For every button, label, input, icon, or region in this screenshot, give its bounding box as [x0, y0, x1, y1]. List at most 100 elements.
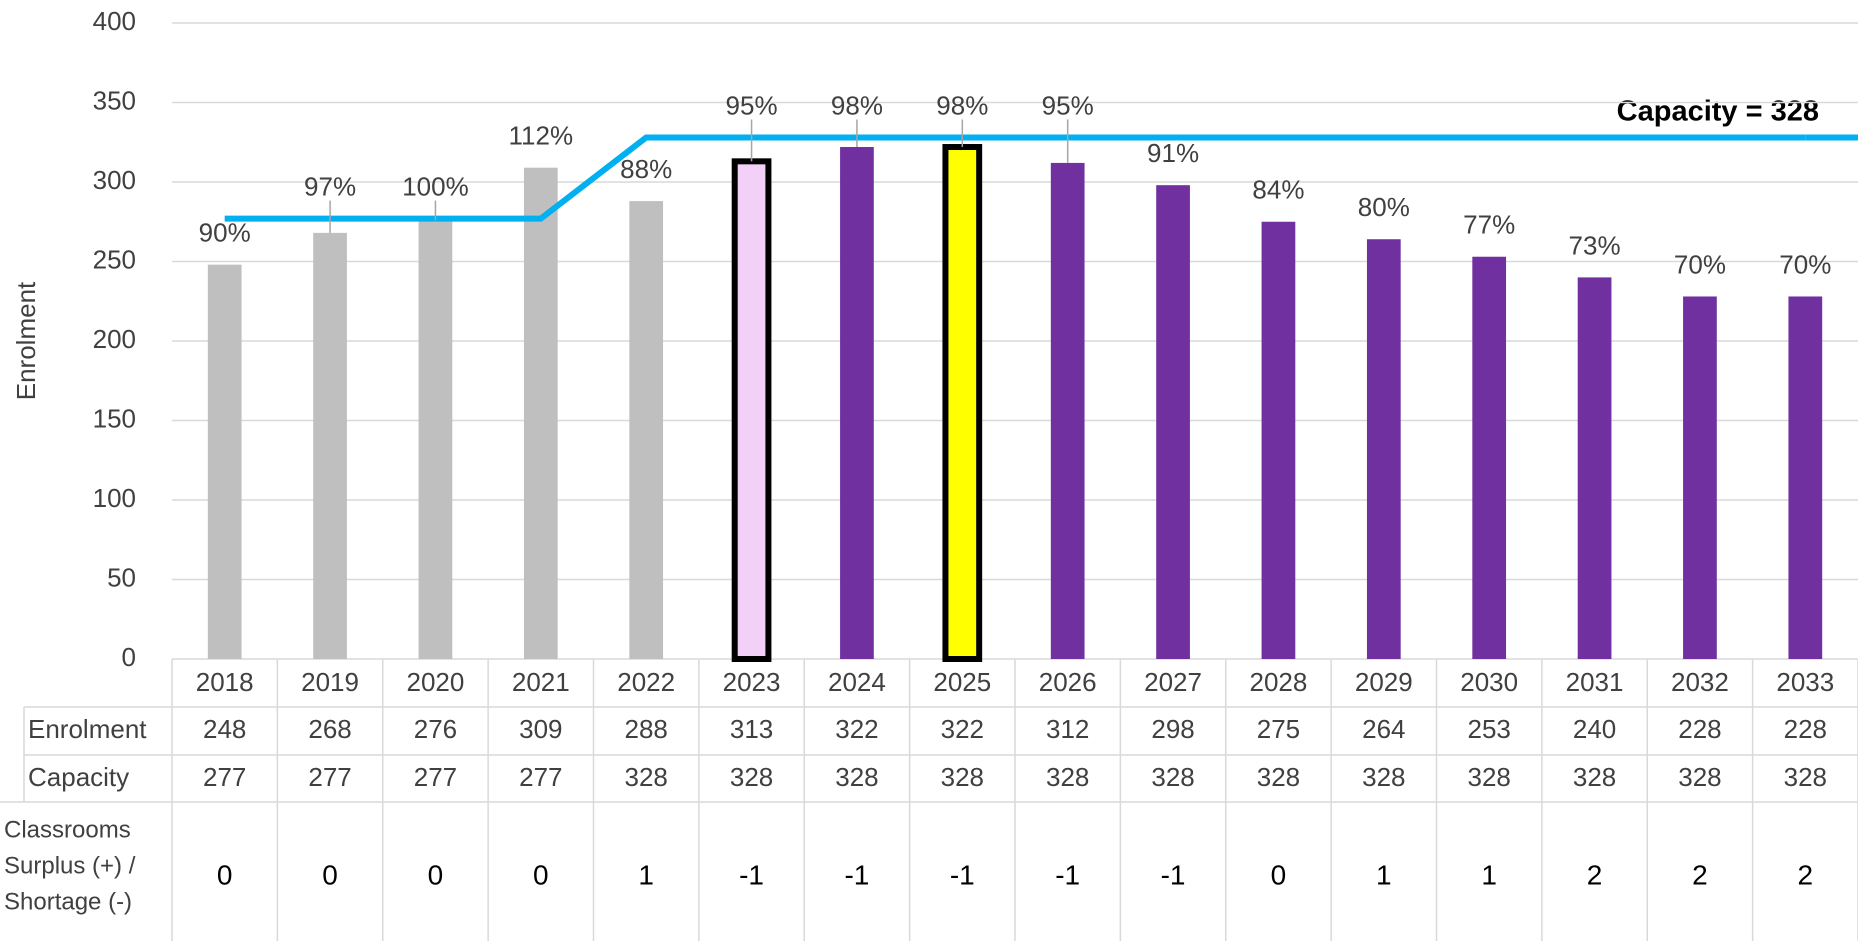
percent-label: 95%	[1042, 90, 1094, 120]
table-cell: 277	[203, 762, 246, 792]
bar	[1261, 221, 1296, 659]
bar	[1156, 185, 1190, 659]
y-tick-label: 300	[93, 165, 136, 195]
table-cell: 328	[1046, 762, 1089, 792]
table-cell: 328	[941, 762, 984, 792]
row-label: Enrolment	[28, 714, 147, 744]
percent-label: 70%	[1779, 249, 1831, 279]
table-cell: -1	[739, 859, 764, 890]
table-cell: 328	[1467, 762, 1510, 792]
x-tick-label: 2028	[1250, 667, 1308, 697]
x-tick-label: 2031	[1566, 667, 1624, 697]
capacity-annotation: Capacity = 328	[1617, 96, 1819, 128]
percent-label: 95%	[726, 90, 778, 120]
x-tick-label: 2032	[1671, 667, 1729, 697]
table-cell: -1	[1161, 859, 1186, 890]
row-label: Classrooms	[4, 816, 131, 843]
x-tick-label: 2021	[512, 667, 570, 697]
percent-label: 73%	[1569, 230, 1621, 260]
table-cell: 322	[941, 714, 984, 744]
y-tick-label: 200	[93, 324, 136, 354]
table-cell: 277	[519, 762, 562, 792]
table-cell: 312	[1046, 714, 1089, 744]
table-cell: -1	[950, 859, 975, 890]
table-cell: 2	[1798, 859, 1814, 890]
table-cell: 328	[730, 762, 773, 792]
percent-label: 97%	[304, 171, 356, 201]
percent-label: 88%	[620, 154, 672, 184]
percent-label: 77%	[1463, 210, 1515, 240]
table-cell: 328	[1362, 762, 1405, 792]
table-cell: 2	[1587, 859, 1603, 890]
table-cell: 0	[428, 859, 444, 890]
table-cell: 275	[1257, 714, 1300, 744]
y-tick-label: 250	[93, 244, 136, 274]
bar	[731, 158, 772, 663]
table-cell: 228	[1678, 714, 1721, 744]
y-tick-label: 400	[93, 6, 136, 36]
table-cell: 328	[1678, 762, 1721, 792]
table-cell: 313	[730, 714, 773, 744]
bar	[840, 147, 874, 659]
bar	[207, 264, 242, 659]
bar	[1472, 256, 1507, 659]
percent-label: 100%	[402, 171, 469, 201]
x-tick-label: 2029	[1355, 667, 1413, 697]
percent-label: 98%	[831, 90, 883, 120]
bar	[1788, 296, 1823, 659]
x-tick-label: 2020	[407, 667, 465, 697]
y-tick-label: 0	[122, 642, 136, 672]
row-label: Surplus (+) /	[4, 852, 136, 879]
table-cell: 328	[1151, 762, 1194, 792]
table-cell: 1	[1481, 859, 1497, 890]
table-cell: 0	[322, 859, 338, 890]
table-cell: 288	[624, 714, 667, 744]
table-cell: 2	[1692, 859, 1708, 890]
bar	[1366, 239, 1401, 660]
table-cell: 264	[1362, 714, 1405, 744]
y-tick-label: 50	[107, 562, 136, 592]
y-tick-label: 150	[93, 403, 136, 433]
table-cell: 0	[1271, 859, 1287, 890]
table-cell: 268	[308, 714, 351, 744]
bar	[418, 220, 453, 659]
row-label: Shortage (-)	[4, 888, 132, 915]
table-cell: 0	[533, 859, 549, 890]
bar	[1050, 162, 1085, 660]
y-axis-label: Enrolment	[11, 281, 41, 400]
table-cell: 276	[414, 714, 457, 744]
x-tick-label: 2024	[828, 667, 886, 697]
x-tick-label: 2019	[301, 667, 359, 697]
table-cell: 322	[835, 714, 878, 744]
table-cell: 1	[1376, 859, 1392, 890]
y-tick-label: 350	[93, 85, 136, 115]
bar	[523, 167, 558, 659]
capacity-line	[224, 134, 1806, 222]
percent-label: 80%	[1358, 192, 1410, 222]
x-tick-label: 2025	[933, 667, 991, 697]
table-cell: 328	[1257, 762, 1300, 792]
x-tick-label: 2033	[1776, 667, 1834, 697]
percent-label: 98%	[936, 90, 988, 120]
x-tick-label: 2022	[617, 667, 675, 697]
table-cell: 328	[835, 762, 878, 792]
table-cell: 309	[519, 714, 562, 744]
bar	[629, 201, 664, 659]
table-cell: 277	[308, 762, 351, 792]
row-label: Capacity	[28, 762, 129, 792]
table-cell: 253	[1467, 714, 1510, 744]
percent-label: 84%	[1252, 175, 1304, 205]
percent-label: 112%	[509, 121, 574, 151]
percent-label: 70%	[1674, 249, 1726, 279]
table-cell: 1	[638, 859, 654, 890]
x-tick-label: 2026	[1039, 667, 1097, 697]
x-tick-label: 2018	[196, 667, 254, 697]
table-cell: 277	[414, 762, 457, 792]
percent-label: 90%	[199, 218, 251, 248]
percent-label: 91%	[1147, 138, 1199, 168]
table-cell: -1	[1055, 859, 1080, 890]
table-cell: 328	[1784, 762, 1827, 792]
bar	[1577, 277, 1612, 659]
x-tick-label: 2023	[723, 667, 781, 697]
